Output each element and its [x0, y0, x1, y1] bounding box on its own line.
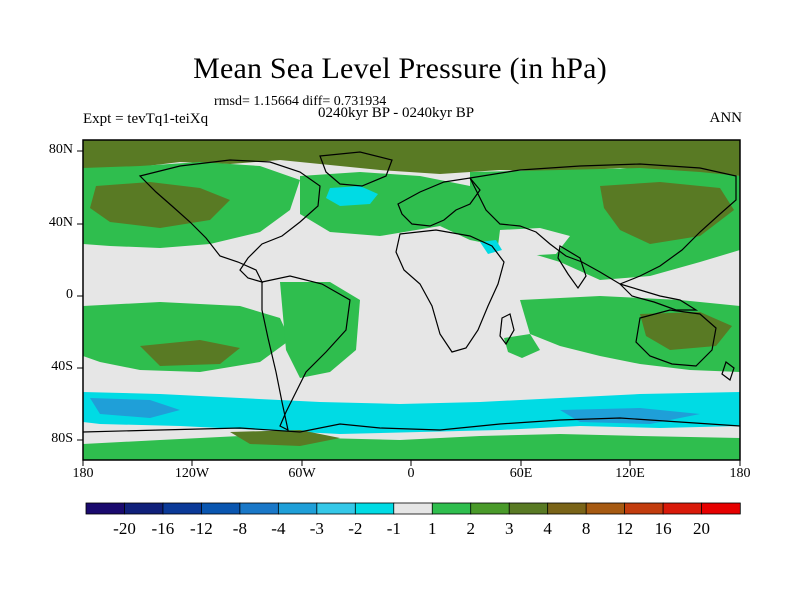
colorbar-swatch [124, 502, 164, 515]
colorbar-label: 1 [427, 519, 437, 538]
colorbar-swatch [354, 502, 395, 515]
colorbar-swatch [470, 502, 510, 515]
coast-north-america [138, 159, 321, 283]
plot-title: Mean Sea Level Pressure (in hPa) [193, 52, 607, 85]
colorbar-label: -1 [386, 519, 401, 538]
colorbar-swatch [547, 502, 587, 515]
coast-antarctica [82, 417, 741, 433]
coast-south-america [261, 275, 351, 432]
colorbar-label: -3 [309, 519, 324, 538]
pressure-field [83, 140, 740, 460]
antarctic-olive [230, 430, 340, 446]
colorbar-swatch [201, 502, 241, 515]
middle-east-patch [498, 228, 570, 256]
colorbar-label: 12 [616, 519, 634, 538]
season-label: ANN [709, 110, 743, 126]
coast-madagascar [499, 313, 515, 346]
southern-ocean-blue-west [90, 398, 180, 418]
eurasia-olive [600, 182, 734, 244]
colorbar-label: -12 [190, 519, 213, 538]
colorbar-label: 2 [466, 519, 475, 538]
tropical-pacific-olive [140, 340, 240, 366]
lon-label-120w: 120W [174, 466, 210, 481]
colorbar-swatch [508, 502, 549, 515]
colorbar-swatch [316, 502, 356, 515]
lat-label-40n: 40N [48, 215, 73, 230]
lat-label-0: 0 [66, 287, 73, 302]
period-label: 0240kyr BP - 0240kyr BP [318, 105, 475, 121]
southern-ocean-blue-east [560, 408, 700, 424]
lat-label-80n: 80N [48, 142, 73, 157]
lon-label-120e: 120E [615, 466, 645, 481]
colorbar-swatch [239, 502, 280, 515]
coast-new-zealand [721, 361, 735, 381]
axis-ticks [77, 150, 741, 466]
colorbar-swatch [277, 502, 318, 515]
lon-label-0: 0 [407, 466, 415, 481]
colorbar-swatch [662, 502, 703, 515]
coastlines [82, 151, 741, 433]
colorbar-label: -20 [113, 519, 136, 538]
lon-label-180e: 180 [729, 466, 751, 481]
colorbar-label: 20 [693, 519, 710, 538]
rmsd-diff-stats: rmsd= 1.15664 diff= 0.731934 [214, 94, 387, 109]
coast-australia [635, 309, 717, 367]
experiment-label: Expt = tevTq1-teiXq [83, 111, 209, 127]
colorbar-label: 3 [504, 519, 514, 538]
colorbar-label: 16 [654, 519, 672, 538]
colorbar-swatch [431, 502, 472, 515]
southern-ocean-cyan [83, 392, 740, 434]
colorbar-label: 8 [581, 519, 591, 538]
coast-se-asia [619, 283, 699, 311]
lon-label-60e: 60E [509, 466, 533, 481]
colorbar-label: 4 [543, 519, 552, 538]
lat-label-40s: 40S [51, 359, 73, 374]
colorbar-label: -2 [348, 519, 363, 538]
coast-greenland [319, 151, 393, 187]
colorbar-label: -4 [271, 519, 286, 538]
coast-india [557, 245, 587, 290]
lon-label-60w: 60W [288, 466, 316, 481]
north-pacific-olive [90, 182, 230, 228]
madagascar-green [504, 334, 540, 358]
coast-africa [395, 229, 505, 353]
lat-label-80s: 80S [51, 431, 73, 446]
arctic-olive-band [83, 140, 740, 176]
coast-europe [397, 177, 481, 227]
north-atlantic-cyan [326, 186, 378, 206]
colorbar-swatch [85, 502, 126, 515]
colorbar-label: -16 [151, 519, 175, 538]
colorbar-swatch [585, 502, 626, 515]
colorbar [85, 502, 741, 515]
colorbar-swatch [624, 502, 664, 515]
colorbar-swatch [701, 502, 741, 515]
tropical-pacific-band [83, 302, 290, 372]
colorbar-swatch [162, 502, 203, 515]
south-america-green [280, 282, 360, 378]
colorbar-label: -8 [232, 519, 247, 538]
colorbar-swatch [393, 502, 433, 515]
lon-label-180w: 180 [72, 466, 94, 481]
coast-asia [469, 163, 737, 285]
